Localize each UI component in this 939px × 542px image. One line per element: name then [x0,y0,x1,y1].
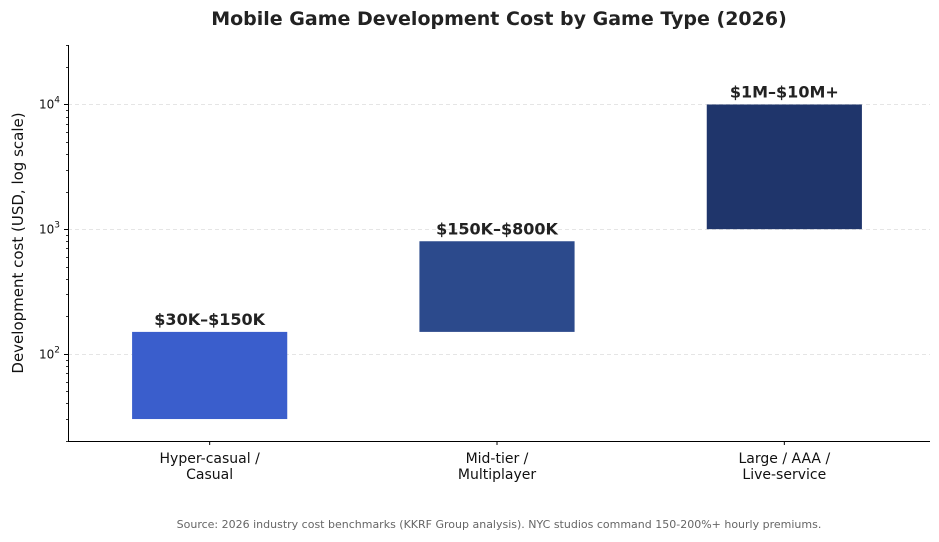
axes [68,45,930,442]
data-label: $1M–$10M+ [730,82,839,101]
y-tick-label: 103 [39,221,60,237]
data-label: $150K–$800K [436,219,558,238]
x-tick-label: Hyper-casual / [160,451,261,467]
y-tick-label: 102 [39,346,60,362]
y-ticks: 102 103 104 [39,45,68,442]
range-bar [132,331,288,420]
x-tick-label: Live-service [742,467,826,483]
y-axis-label: Development cost (USD, log scale) [9,112,27,373]
x-ticks: Hyper-casual /Casual Mid-tier /Multiplaye… [160,441,830,483]
x-tick-label: Mid-tier / [466,451,529,467]
data-label: $30K–$150K [154,310,265,329]
source-note: Source: 2026 industry cost benchmarks (K… [177,518,822,531]
data-labels: $30K–$150K $150K–$800K $1M–$10M+ [154,82,838,328]
x-tick-label: Large / AAA / [738,451,830,467]
range-bar [706,104,862,230]
x-tick-label: Multiplayer [458,467,536,483]
range-bar [419,241,575,332]
chart-title: Mobile Game Development Cost by Game Typ… [211,8,787,30]
y-tick-label: 104 [39,96,60,112]
x-tick-label: Casual [186,467,233,483]
bars [132,104,862,420]
